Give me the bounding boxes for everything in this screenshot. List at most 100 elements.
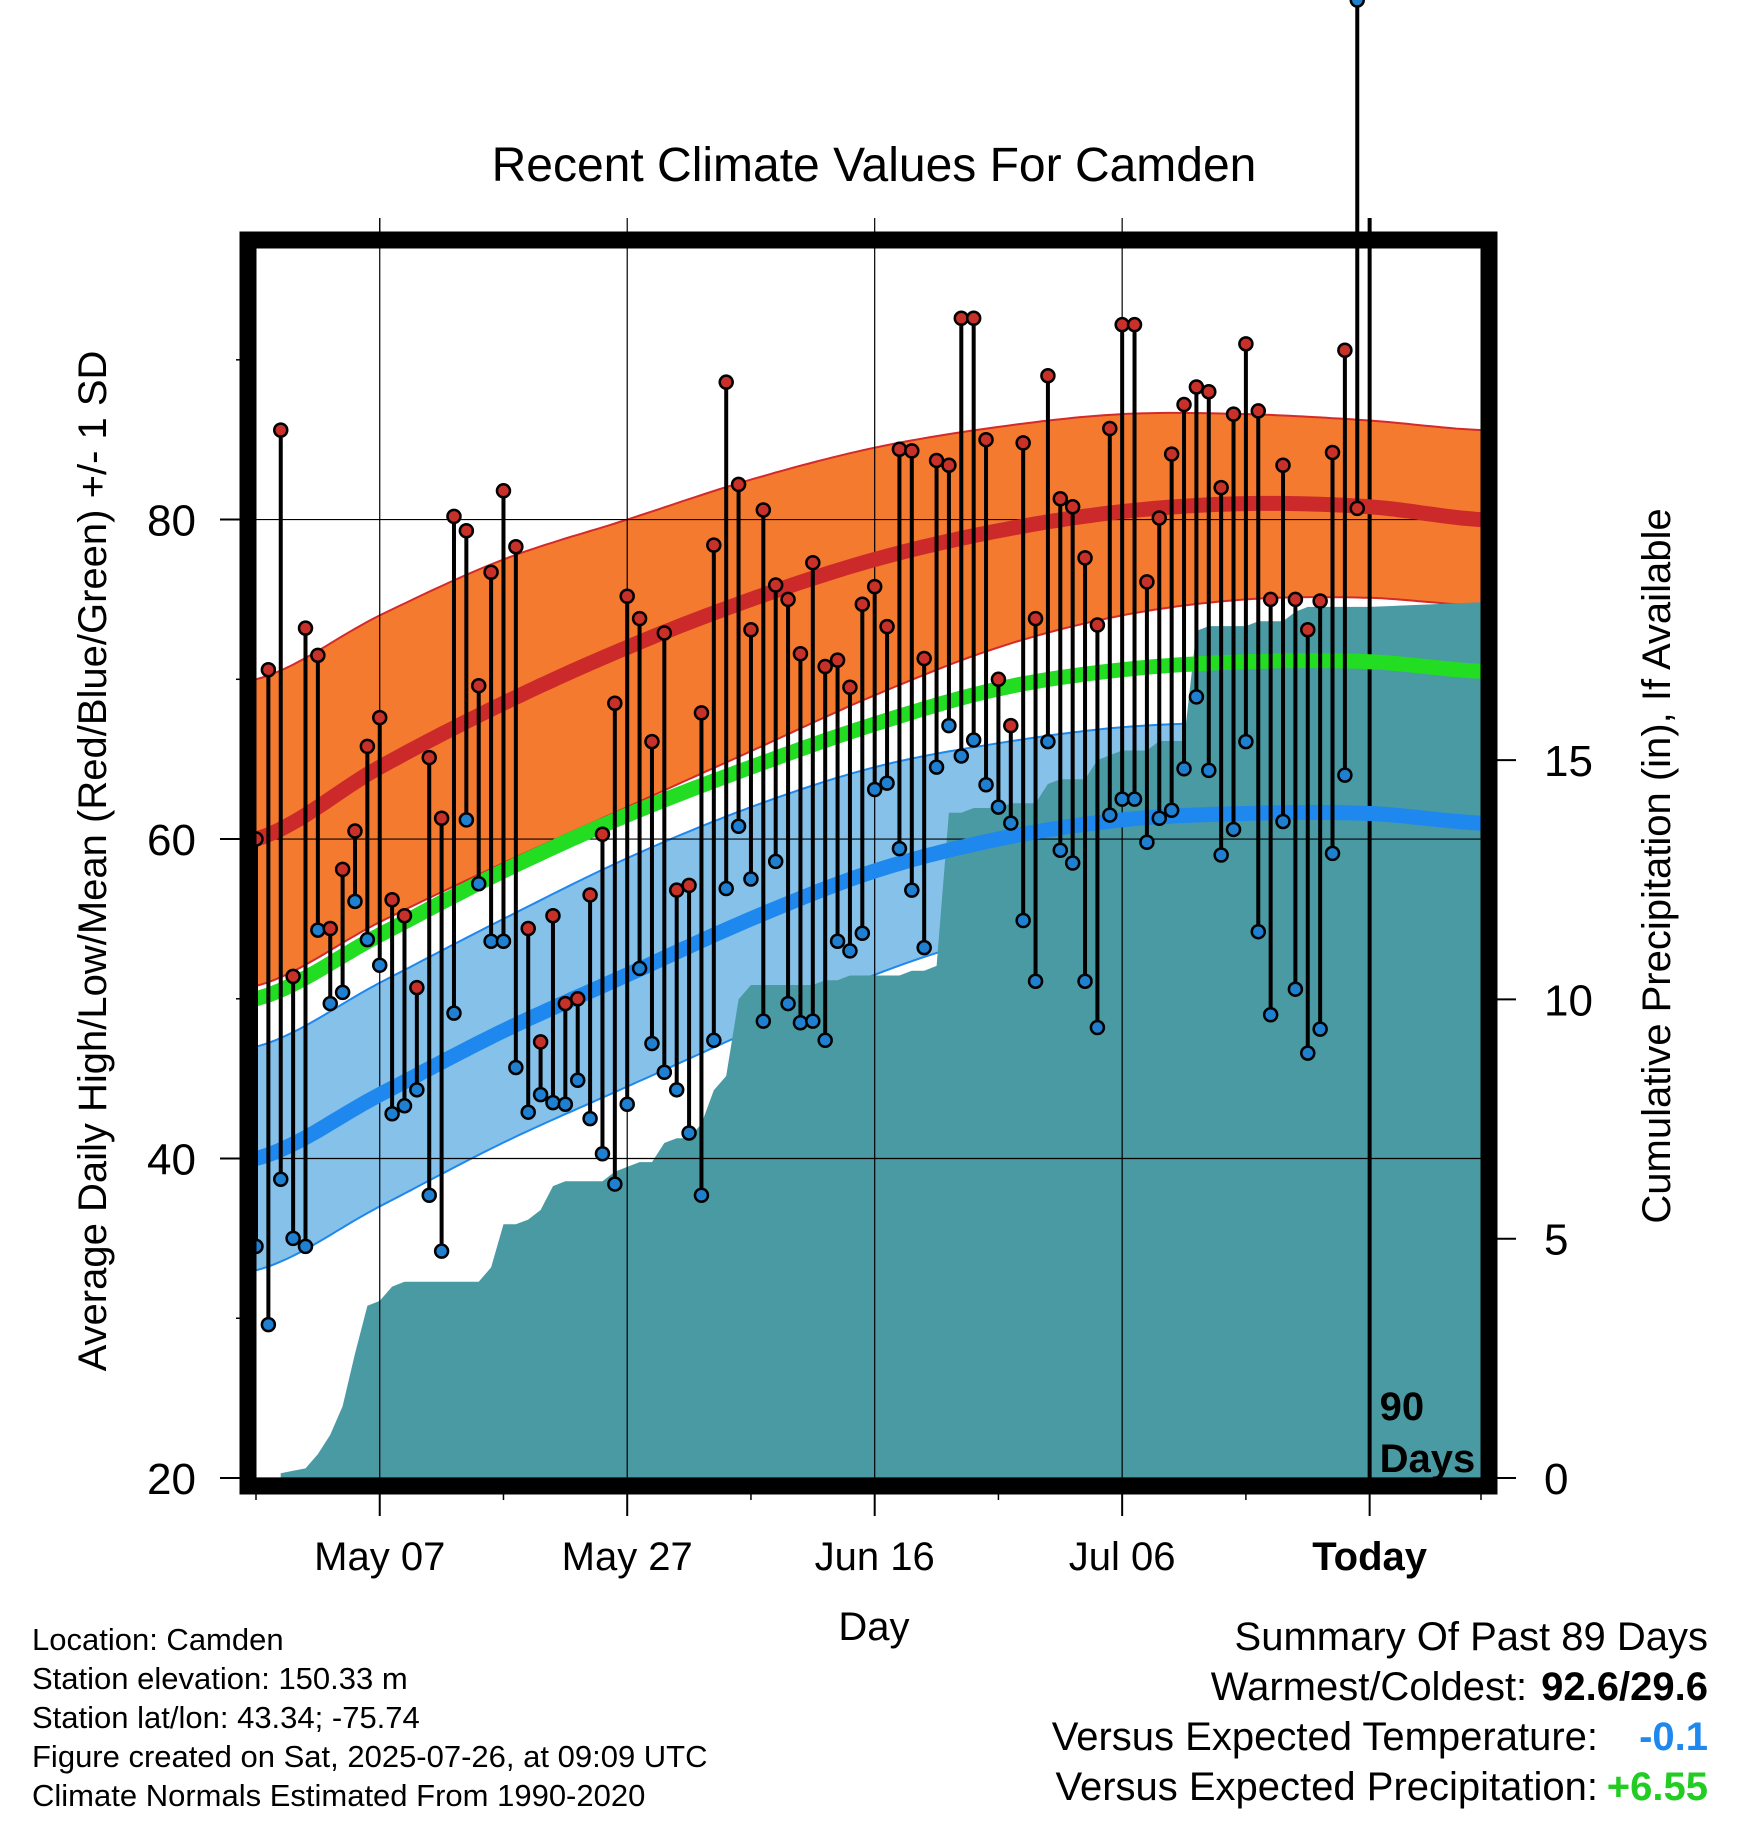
normals-text: Climate Normals Estimated From 1990-2020 — [32, 1778, 646, 1813]
x-tick-label: May 07 — [314, 1535, 445, 1579]
daily-low-point — [631, 960, 648, 977]
daily-high-point — [854, 596, 871, 612]
daily-low-point — [532, 1086, 549, 1103]
daily-low-point — [805, 1013, 821, 1029]
normal-high-line — [253, 495, 1482, 847]
normal-low-line — [254, 805, 1482, 1166]
daily-high-point — [421, 749, 437, 766]
daily-low-point — [965, 732, 982, 748]
y2-axis-label: Cumulative Precipitation (in), If Availa… — [1635, 508, 1679, 1223]
daily-low-point — [1349, 0, 1366, 8]
daily-high-point — [1015, 435, 1031, 451]
daily-high-point — [508, 538, 524, 555]
daily-high-point — [1003, 717, 1019, 734]
daily-low-point — [1114, 791, 1130, 807]
axes: 20 40 60 80 0 5 10 15 May 07 May 27 Jun 16 Jul 06 To… — [147, 218, 1593, 1579]
daily-high-point — [767, 577, 784, 593]
daily-high-point — [891, 441, 908, 458]
y-tick-label: 60 — [147, 816, 196, 865]
daily-high-point — [446, 508, 462, 525]
daily-low-point — [706, 1032, 722, 1049]
temp-label: Versus Expected Temperature: — [1051, 1715, 1598, 1759]
daily-low-point — [1139, 834, 1155, 850]
daily-low-point — [1225, 821, 1242, 838]
y-tick-label: 20 — [147, 1455, 196, 1504]
daily-high-point — [916, 650, 932, 667]
daily-low-point — [668, 1082, 685, 1098]
daily-high-point — [582, 887, 598, 903]
daily-low-point — [347, 893, 363, 910]
daily-low-point — [619, 1096, 635, 1112]
normal-mean-lines — [253, 495, 1482, 1166]
precip-label: Versus Expected Precipitation: — [1055, 1765, 1598, 1809]
daily-low-point — [904, 882, 920, 898]
y-tick-label: 80 — [147, 497, 196, 546]
daily-low-point — [285, 1230, 301, 1247]
daily-low-point — [1077, 973, 1093, 989]
daily-high-point — [656, 625, 673, 641]
daily-high-point — [879, 618, 895, 635]
created-text: Figure created on Sat, 2025-07-26, at 09… — [32, 1739, 708, 1774]
daily-high-point — [334, 861, 351, 878]
daily-low-point — [928, 759, 945, 775]
warm-cold-row: Warmest/Coldest: 92.6/29.6 — [1052, 1662, 1708, 1712]
chart-title: Recent Climate Values For Camden — [492, 139, 1257, 192]
daily-high-point — [272, 422, 289, 438]
daily-high-point — [928, 452, 945, 469]
daily-low-point — [743, 871, 759, 887]
daily-high-point — [260, 661, 277, 678]
today-annotation: Days — [1380, 1437, 1476, 1481]
daily-low-point — [260, 1316, 277, 1333]
daily-low-point — [1337, 767, 1353, 783]
high-sd-band-upper-edge — [255, 411, 1482, 681]
daily-low-point — [421, 1187, 437, 1204]
daily-high-point — [1238, 336, 1254, 352]
daily-low-point — [545, 1094, 561, 1111]
daily-high-point — [1349, 500, 1366, 517]
y2-tick-label: 0 — [1544, 1455, 1568, 1504]
daily-high-point — [384, 891, 400, 908]
y2-tick-label: 5 — [1544, 1216, 1568, 1265]
x-tick-label: Jul 06 — [1069, 1535, 1176, 1579]
daily-high-point — [1027, 610, 1044, 627]
station-info: Location: Camden Station elevation: 150.… — [32, 1620, 708, 1815]
daily-low-point — [334, 984, 351, 1001]
daily-high-point — [743, 622, 759, 638]
daily-high-point — [359, 738, 376, 755]
daily-high-point — [607, 695, 623, 712]
daily-high-point — [1188, 379, 1205, 395]
daily-high-point — [557, 995, 574, 1012]
x-tick-label: Today — [1312, 1535, 1428, 1579]
x-tick-label: Jun 16 — [815, 1535, 935, 1579]
daily-high-point — [396, 907, 413, 924]
daily-low-point — [681, 1125, 697, 1141]
daily-high-point — [1262, 591, 1279, 608]
x-tick-label: May 27 — [562, 1535, 693, 1579]
summary-panel: Summary Of Past 89 Days Warmest/Coldest:… — [1052, 1612, 1708, 1812]
daily-low-point — [396, 1098, 413, 1114]
location-text: Location: Camden — [32, 1622, 284, 1657]
daily-low-point — [470, 876, 487, 892]
daily-low-point — [1176, 761, 1192, 777]
daily-low-point — [433, 1243, 450, 1259]
daily-low-point — [829, 933, 846, 950]
daily-low-point — [569, 1072, 586, 1088]
daily-high-point — [792, 645, 809, 662]
daily-low-point — [693, 1187, 710, 1204]
daily-high-point — [990, 671, 1007, 688]
daily-high-point — [310, 647, 326, 664]
daily-low-point — [1089, 1019, 1106, 1036]
daily-high-point — [718, 374, 734, 390]
daily-low-point — [371, 957, 388, 973]
daily-high-point — [409, 979, 425, 996]
daily-high-point — [631, 610, 648, 627]
daily-low-point — [483, 933, 499, 950]
daily-low-point — [1238, 733, 1254, 750]
daily-high-point — [730, 476, 747, 493]
daily-high-point — [644, 733, 660, 750]
daily-low-point — [409, 1082, 425, 1098]
daily-low-point — [730, 818, 747, 835]
daily-high-point — [780, 591, 796, 608]
daily-low-point — [916, 939, 932, 956]
daily-low-point — [1052, 842, 1069, 858]
